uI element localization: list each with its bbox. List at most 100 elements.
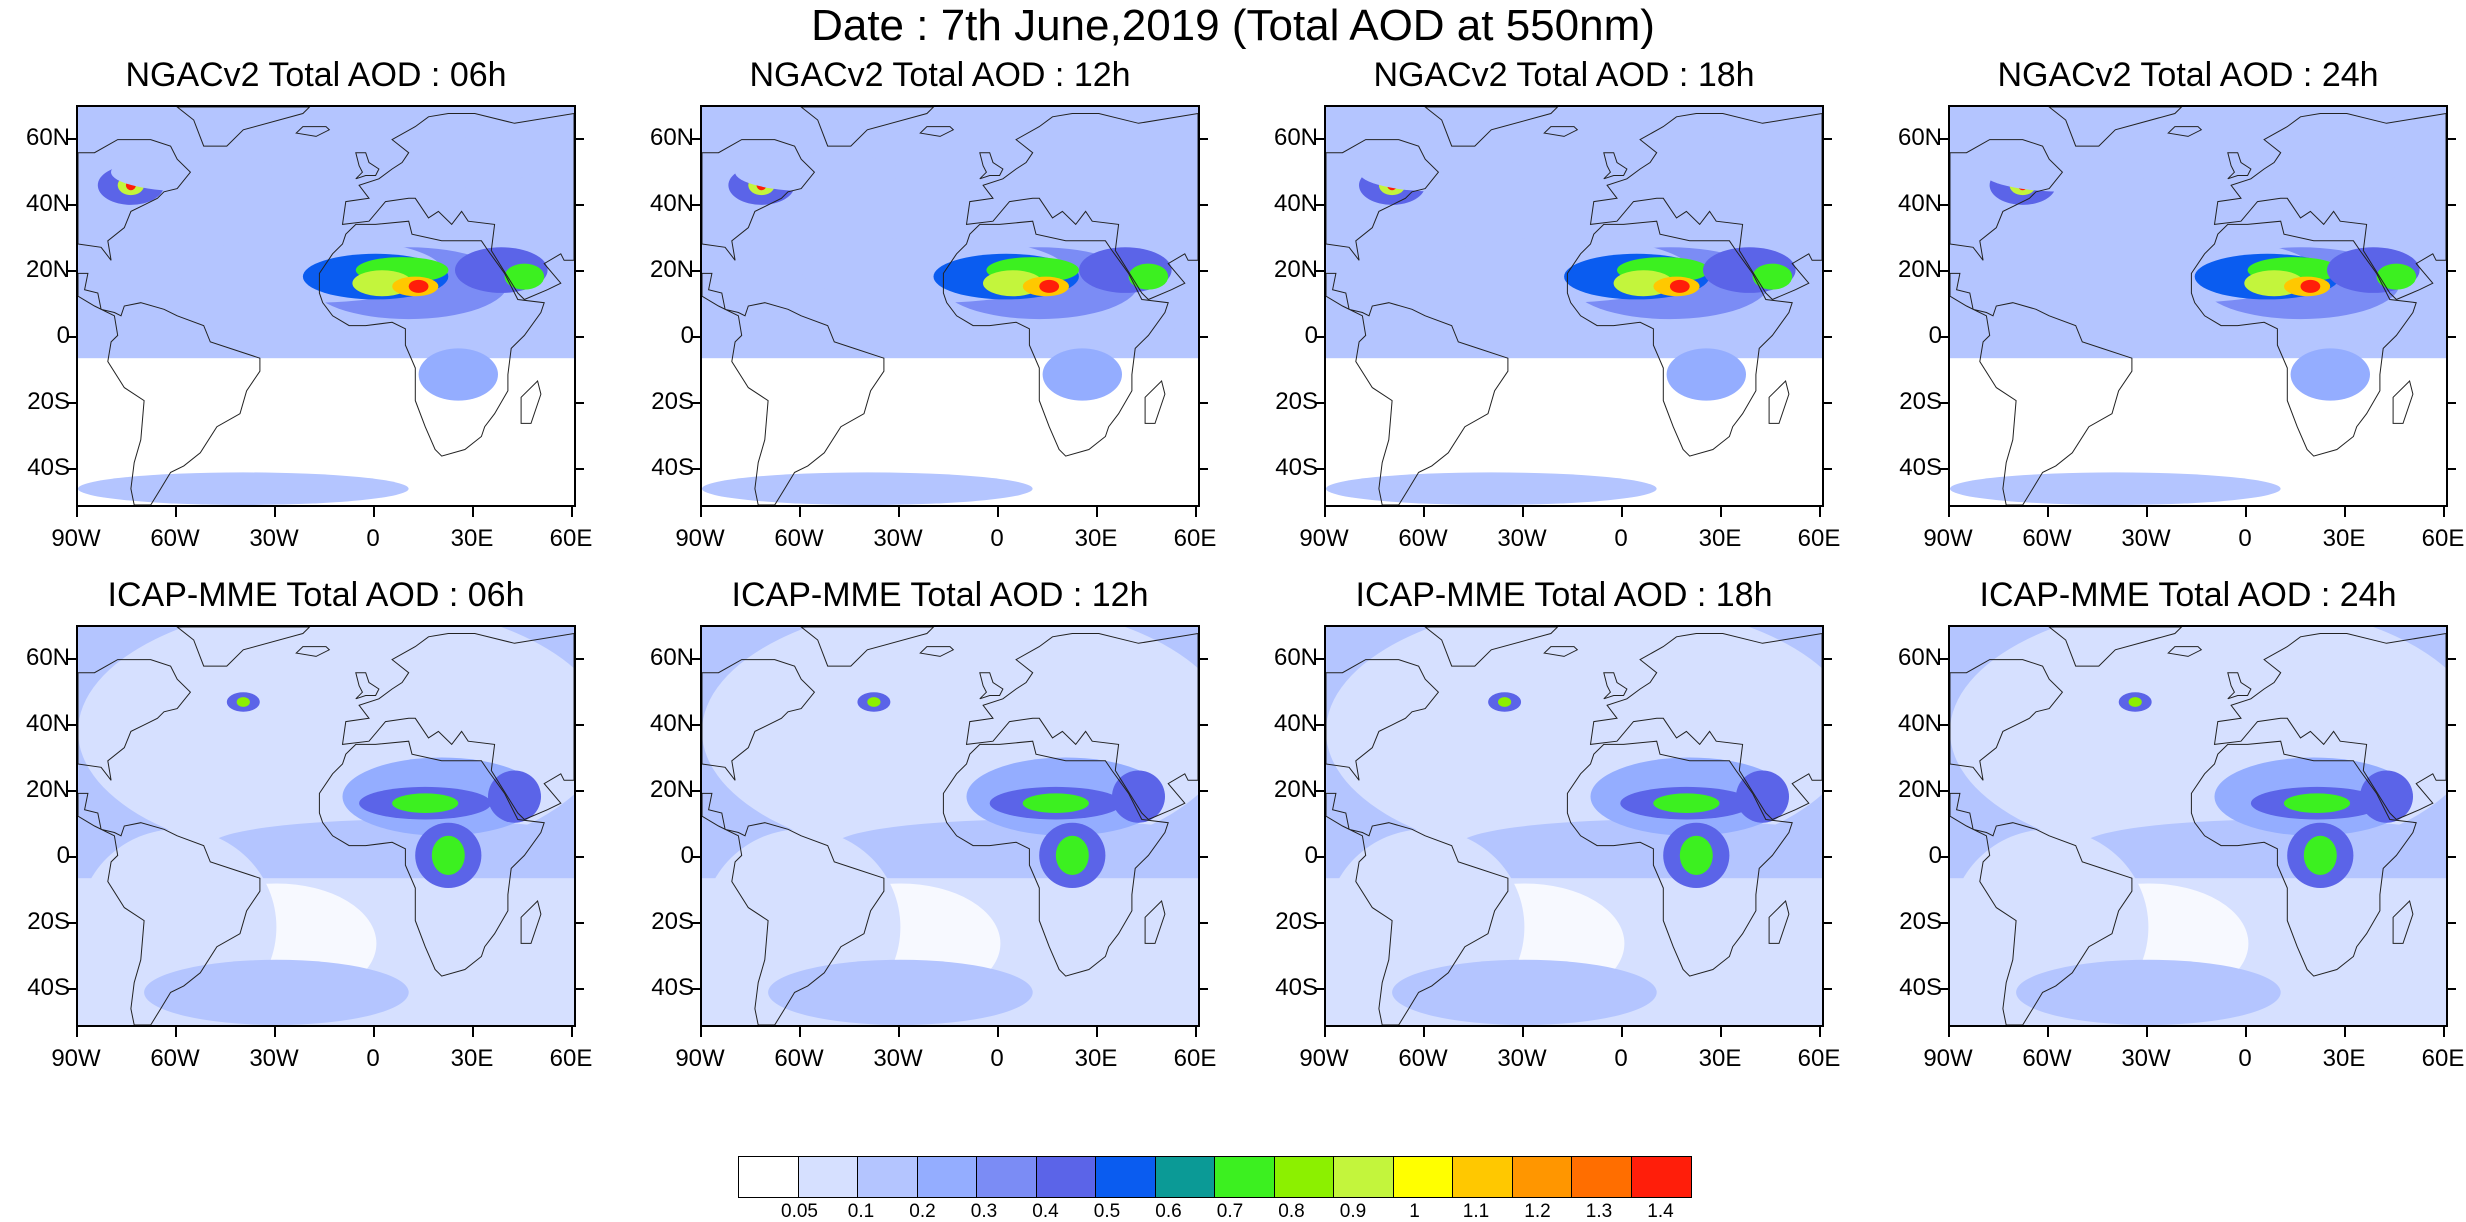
lon-label: 30W xyxy=(249,525,299,552)
coastline xyxy=(919,646,955,657)
lat-tick xyxy=(1940,204,1950,206)
aod-plume xyxy=(2214,136,2413,189)
lon-label: 90W xyxy=(675,525,725,552)
lon-label: 0 xyxy=(1614,525,1628,552)
colorbar-swatch xyxy=(1334,1157,1394,1197)
lon-tick xyxy=(76,1027,78,1037)
lat-label: 40N xyxy=(649,190,694,217)
aod-plume xyxy=(1498,697,1512,707)
lon-tick xyxy=(2344,507,2346,517)
lat-label: 40S xyxy=(651,454,694,481)
coastline xyxy=(1566,220,1793,457)
coastline xyxy=(1326,272,1509,505)
lon-tick xyxy=(1324,1027,1326,1037)
lon-tick xyxy=(1819,1027,1821,1037)
lat-label: 40S xyxy=(27,974,70,1001)
lon-tick xyxy=(2047,507,2049,517)
lat-tick xyxy=(1940,270,1950,272)
coastline xyxy=(1603,152,1628,180)
colorbar-label: 1.4 xyxy=(1647,1201,1674,1222)
coastline xyxy=(318,740,545,977)
lat-tick xyxy=(1316,658,1326,660)
lon-tick xyxy=(472,1027,474,1037)
colorbar-swatch xyxy=(1631,1157,1691,1197)
lon-tick xyxy=(274,507,276,517)
lat-tick-right xyxy=(1198,468,1208,470)
lat-tick-right xyxy=(2446,138,2456,140)
lat-tick xyxy=(1316,856,1326,858)
lat-label: 0 xyxy=(56,322,70,349)
aod-map xyxy=(1948,105,2448,507)
lon-tick xyxy=(472,507,474,517)
lon-tick xyxy=(2443,507,2445,517)
coastline xyxy=(1543,126,1579,137)
coastline xyxy=(341,632,574,821)
lat-tick-right xyxy=(1198,270,1208,272)
panel-title: NGACv2 Total AOD : 12h xyxy=(749,56,1131,94)
lat-label: 20N xyxy=(1273,776,1318,803)
lon-label: 30W xyxy=(1497,1045,1547,1072)
lat-tick-right xyxy=(2446,204,2456,206)
aod-plume xyxy=(1128,263,1169,290)
coastline xyxy=(1950,659,2064,781)
lon-tick xyxy=(799,1027,801,1037)
lat-tick xyxy=(1940,724,1950,726)
lon-label: 90W xyxy=(1923,525,1973,552)
aod-plume xyxy=(210,819,574,872)
lat-tick-right xyxy=(2446,270,2456,272)
lon-tick xyxy=(274,1027,276,1037)
aod-plume xyxy=(1055,835,1089,875)
lon-tick xyxy=(1324,507,1326,517)
lat-tick xyxy=(1940,468,1950,470)
lat-tick xyxy=(68,204,78,206)
lat-tick-right xyxy=(1822,204,1832,206)
coastline xyxy=(1589,632,1822,821)
colorbar-swatch xyxy=(1572,1157,1632,1197)
lon-label: 30E xyxy=(450,1045,494,1072)
aod-plume xyxy=(1392,959,1657,1025)
colorbar-label: 0.6 xyxy=(1155,1201,1182,1222)
colorbar-label: 0.4 xyxy=(1032,1201,1059,1222)
lat-label: 0 xyxy=(680,842,694,869)
lat-tick-right xyxy=(574,402,584,404)
lat-label: 40N xyxy=(1897,710,1942,737)
aod-plume xyxy=(1752,263,1793,290)
lon-tick xyxy=(571,507,573,517)
colorbar-swatch xyxy=(917,1157,977,1197)
lon-label: 0 xyxy=(366,525,380,552)
map-panel: NGACv2 Total AOD : 12h 60N 40N 20N 0 20S 40S 90… xyxy=(630,55,1250,575)
lon-label: 60E xyxy=(2421,525,2465,552)
lat-tick xyxy=(1940,790,1950,792)
lon-tick xyxy=(1621,1027,1623,1037)
lon-tick xyxy=(175,1027,177,1037)
aod-plume xyxy=(1326,472,1657,505)
coastline xyxy=(2227,672,2252,700)
lat-tick-right xyxy=(1822,922,1832,924)
lon-tick xyxy=(1096,507,1098,517)
aod-plume xyxy=(418,348,498,401)
lon-label: 30E xyxy=(1698,1045,1742,1072)
lat-tick xyxy=(1316,468,1326,470)
coastline xyxy=(2213,112,2446,301)
lat-tick xyxy=(1940,922,1950,924)
lon-tick xyxy=(1720,507,1722,517)
lon-tick xyxy=(1621,507,1623,517)
aod-plume xyxy=(342,136,541,189)
coastline xyxy=(1543,646,1579,657)
lon-label: 30E xyxy=(1074,525,1118,552)
aod-plume xyxy=(702,472,1033,505)
coastline xyxy=(2392,900,2414,944)
lat-tick xyxy=(1940,138,1950,140)
aod-plume xyxy=(431,835,465,875)
colorbar-label: 1.1 xyxy=(1462,1201,1490,1222)
aod-plume xyxy=(392,793,459,813)
lat-tick xyxy=(692,856,702,858)
lon-label: 60W xyxy=(150,525,200,552)
colorbar-label: 1.2 xyxy=(1524,1201,1551,1222)
coastline xyxy=(78,792,261,1025)
lat-tick xyxy=(692,270,702,272)
lat-tick xyxy=(1940,336,1950,338)
aod-map xyxy=(1324,625,1824,1027)
coastline xyxy=(1768,380,1790,424)
lon-tick xyxy=(1195,1027,1197,1037)
